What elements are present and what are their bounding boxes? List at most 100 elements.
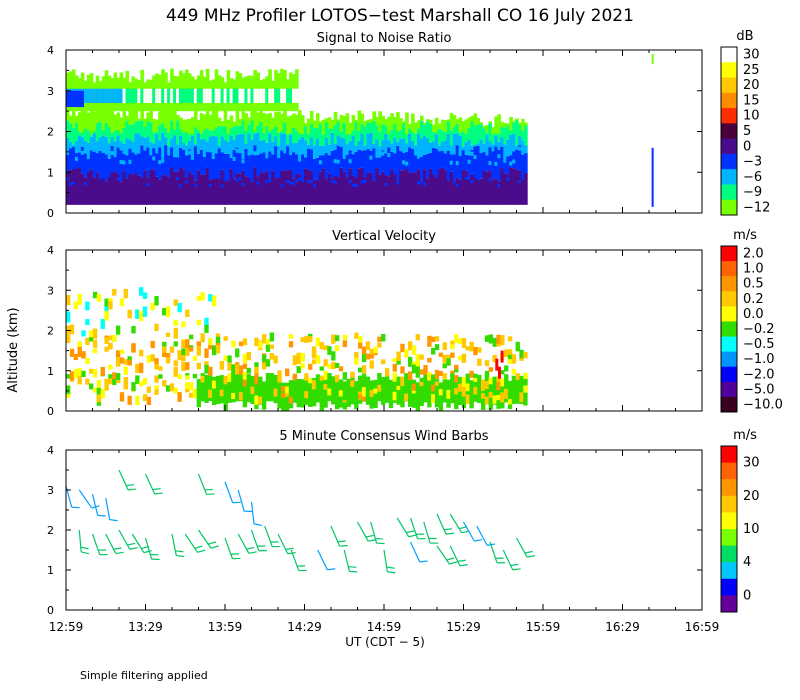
velocity-cell [254,337,259,347]
snr-cell [71,146,76,169]
snr-cell [327,173,332,205]
y-tick-label: 3 [47,284,54,297]
snr-cell [77,136,82,153]
velocity-cell [450,383,455,389]
snr-cell [491,151,495,180]
velocity-cell [200,333,205,343]
snr-cell [339,131,344,138]
snr-cell [256,154,260,177]
velocity-cell [446,389,451,399]
x-tick-label: 16:59 [685,620,720,634]
snr-cell [521,179,525,205]
velocity-cell [488,377,494,385]
velocity-cell [192,355,198,361]
velocity-cell [165,385,171,392]
snr-cell [101,130,106,136]
snr-cell [449,130,454,146]
velocity-cell [461,390,467,397]
snr-cell [491,134,495,145]
velocity-cell [142,292,148,299]
velocity-cell [273,388,278,397]
snr-cell [190,117,195,134]
velocity-cell [115,357,121,367]
snr-cell [464,119,469,134]
snr-cell [247,155,252,178]
snr-cell [298,173,302,205]
snr-cell [318,121,323,125]
snr-cell [295,174,299,205]
velocity-cell [85,301,90,311]
footnote: Simple filtering applied [80,669,208,682]
snr-cell [161,123,165,133]
snr-cell [247,133,252,156]
colorbar-label: −3 [743,155,762,170]
snr-cell [205,109,210,129]
y-tick-label: 4 [47,44,54,57]
velocity-cell [212,345,217,356]
snr-cell [265,88,269,103]
snr-cell [473,178,478,205]
velocity-cell [438,382,444,411]
velocity-cell [461,376,467,387]
snr-cell [83,88,88,103]
colorbar-label: 30 [743,456,760,471]
snr-cell [363,145,368,151]
velocity-cell [173,319,178,326]
snr-cell [342,116,347,124]
velocity-cell [477,358,482,366]
velocity-cell [154,358,159,368]
snr-cell [440,167,445,205]
velocity-cell [427,335,432,342]
velocity-cell [269,352,274,360]
colorbar-swatch [721,199,737,216]
snr-cell [306,169,311,205]
snr-cell [208,114,213,131]
snr-cell [182,149,186,170]
snr-cell [182,119,186,133]
velocity-cell [139,362,144,368]
snr-cell [443,170,448,205]
velocity-cell [354,352,359,362]
snr-cell [68,182,73,186]
snr-cell [488,141,493,148]
velocity-cell [285,382,290,411]
velocity-cell [350,376,355,405]
snr-cell [375,125,379,140]
snr-cell [443,120,448,133]
snr-cell [417,128,421,134]
snr-cell [256,133,260,155]
velocity-cell [404,349,409,358]
velocity-cell [169,346,175,352]
snr-cell [205,128,210,142]
velocity-cell [119,357,125,364]
velocity-cell [427,357,432,363]
snr-cell [339,167,344,205]
snr-cell [137,133,141,154]
snr-cell [196,153,201,171]
snr-cell [158,111,162,126]
snr-cell [253,131,257,134]
colorbar-swatch [721,123,737,140]
wind-barb-feather [386,566,395,569]
snr-cell [470,145,475,150]
snr-cell [223,88,228,103]
wind-barb [515,537,528,558]
snr-cell [101,135,106,153]
wind-barb-feather [175,550,184,553]
snr-cell [390,169,394,205]
velocity-cell [131,343,136,351]
snr-cell [473,144,478,147]
snr-cell [494,133,498,136]
snr-cell [128,124,133,140]
velocity-cell [200,375,205,383]
snr-cell [277,88,281,103]
snr-cell [211,130,216,137]
snr-cell [420,180,424,184]
velocity-cell [480,379,486,386]
velocity-cell [235,364,240,375]
velocity-cell [500,335,505,346]
velocity-cell [66,334,71,344]
wind-barb-feather [349,570,358,573]
snr-cell [434,177,439,205]
velocity-cell [181,354,186,362]
